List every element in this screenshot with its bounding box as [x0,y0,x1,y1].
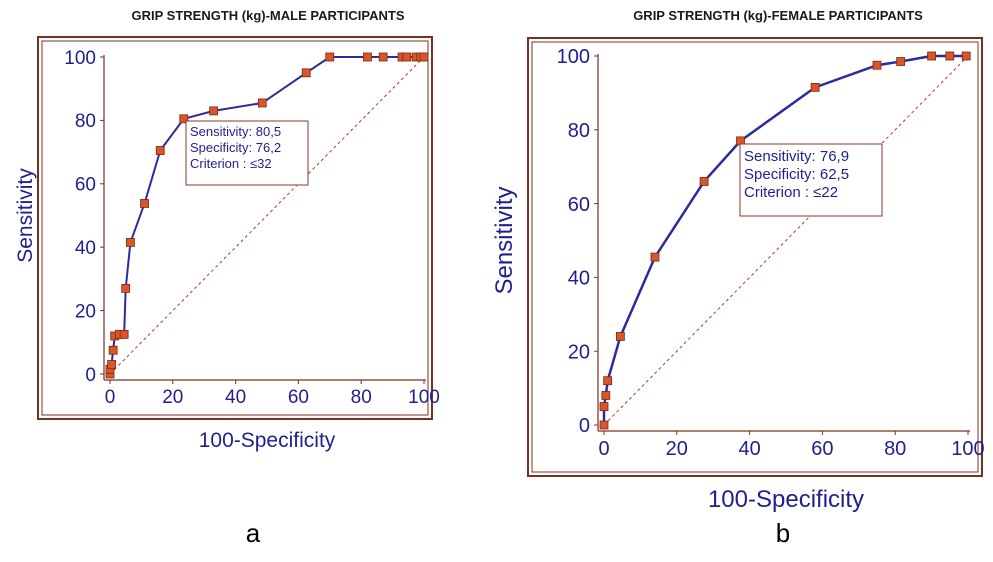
y-tick-label: 100 [64,48,96,69]
roc-point [378,52,388,62]
roc-point [419,52,429,62]
y-tick-label: 60 [75,175,96,196]
y-tick-label: 0 [85,365,96,386]
roc-point [140,199,149,208]
panel-letter-b: b [775,518,791,548]
roc-point [363,52,372,62]
y-tick-label: 40 [75,238,96,259]
x-tick-label: 20 [162,387,183,408]
plot-frame-inner [41,40,429,416]
roc-point [155,146,165,155]
roc-point [599,420,609,430]
roc-point [927,51,936,61]
roc-point [126,238,135,247]
roc-point [121,284,131,293]
roc-point [601,391,611,400]
y-axis-label: Sensitivity [14,168,37,263]
roc-point [301,68,311,78]
plot-frame-inner [531,41,979,473]
criterion-annotation-line: Specificity: 76,2 [190,140,281,155]
y-axis-label: Sensitivity [491,186,518,294]
criterion-annotation-line: Sensitivity: 76,9 [744,148,849,165]
y-tick-label: 80 [75,111,96,132]
x-tick-label: 80 [351,387,372,408]
criterion-annotation-box [185,120,309,186]
roc-point [108,345,118,355]
roc-point [179,114,189,124]
roc-point [961,51,971,61]
roc-point [896,57,906,66]
x-tick-label: 80 [884,438,906,460]
roc-point [257,98,267,108]
plot-frame-outer [527,37,983,477]
roc-point [209,106,219,116]
y-tick-label: 80 [568,120,590,142]
y-tick-label: 40 [568,268,590,290]
roc-point [402,52,412,62]
x-tick-label: 0 [598,438,609,460]
x-tick-label: 60 [811,438,833,460]
chart-title-b: GRIP STRENGTH (kg)-FEMALE PARTICIPANTS [633,8,923,23]
roc-point [119,329,129,339]
criterion-annotation-box [739,143,883,217]
roc-point [650,252,660,262]
roc-point [325,52,335,62]
x-tick-label: 60 [288,387,309,408]
y-tick-label: 0 [579,415,590,437]
roc-point [810,82,820,92]
criterion-annotation-line: Criterion : ≤32 [190,156,272,171]
x-tick-label: 40 [225,387,246,408]
x-axis-label: 100-Specificity [199,429,336,452]
x-tick-label: 0 [105,387,116,408]
roc-curve-line [602,54,967,425]
roc-point [603,376,613,386]
roc-point [872,60,882,70]
x-tick-label: 100 [408,387,440,408]
roc-point [599,402,609,411]
panel-letter-a: a [245,518,261,548]
roc-point [615,332,625,341]
x-tick-label: 100 [951,438,984,460]
roc-point [945,51,955,61]
roc-point [699,177,709,186]
roc-point [107,360,116,369]
criterion-annotation-line: Specificity: 62,5 [744,166,849,183]
chart-title-a: GRIP STRENGTH (kg)-MALE PARTICIPANTS [131,8,405,23]
y-tick-label: 20 [75,301,96,322]
x-axis-label: 100-Specificity [708,486,864,513]
y-tick-label: 100 [557,46,590,68]
x-tick-label: 40 [738,438,760,460]
y-tick-label: 20 [568,341,590,363]
y-tick-label: 60 [568,194,590,216]
plot-frame-outer [37,36,433,420]
criterion-annotation-line: Sensitivity: 80,5 [190,124,281,139]
reference-diagonal [603,55,969,426]
criterion-annotation-line: Criterion : ≤22 [744,184,838,201]
reference-diagonal [109,56,425,375]
x-tick-label: 20 [666,438,688,460]
